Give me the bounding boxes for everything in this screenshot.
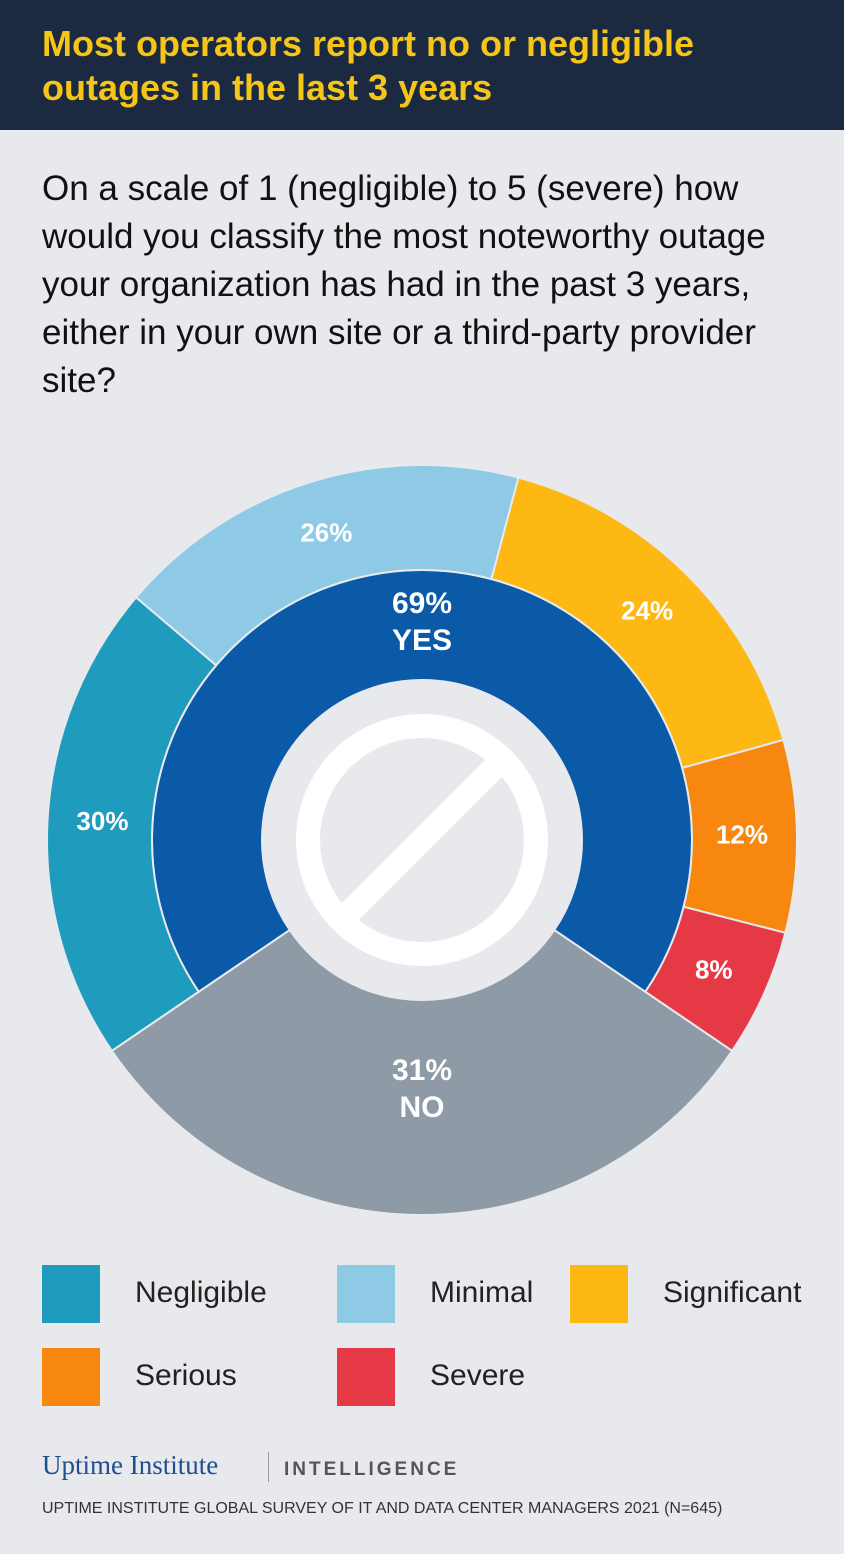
legend-label: Severe xyxy=(430,1359,525,1392)
data-label: 8% xyxy=(695,954,733,984)
legend-swatch xyxy=(42,1265,100,1323)
question: On a scale of 1 (negligible) to 5 (sever… xyxy=(42,169,766,400)
legend-label: Negligible xyxy=(135,1276,267,1309)
data-label: 26% xyxy=(300,517,352,547)
data-label: NO xyxy=(400,1091,445,1124)
brand: Uptime Institute xyxy=(42,1450,219,1480)
donut-segment xyxy=(643,905,787,1053)
donut-segment xyxy=(110,928,734,1216)
donut-segment xyxy=(46,595,218,1053)
no-icon-ring xyxy=(296,714,548,966)
data-label: 69% xyxy=(392,587,452,620)
legend-swatch xyxy=(337,1265,395,1323)
source: UPTIME INSTITUTE GLOBAL SURVEY OF IT AND… xyxy=(42,1500,723,1517)
divider xyxy=(268,1452,269,1482)
data-label: 31% xyxy=(392,1054,452,1087)
legend-swatch xyxy=(570,1265,628,1323)
data-label: 24% xyxy=(621,595,673,625)
chart: 30% 26% 24% 12% 8% 69% YES 31% NO Negligible Minim… xyxy=(42,464,802,1406)
division: INTELLIGENCE xyxy=(284,1459,460,1480)
legend-label: Minimal xyxy=(430,1276,533,1309)
header xyxy=(0,0,844,130)
legend-label: Serious xyxy=(135,1359,237,1392)
no-icon-slash xyxy=(333,751,511,929)
title: Most operators report no or negligible o… xyxy=(42,23,695,108)
legend-swatch xyxy=(42,1348,100,1406)
legend-label: Significant xyxy=(663,1276,802,1309)
legend-swatch xyxy=(337,1348,395,1406)
data-label: 12% xyxy=(716,820,768,850)
data-label: YES xyxy=(392,624,452,657)
data-label: 30% xyxy=(76,806,128,836)
